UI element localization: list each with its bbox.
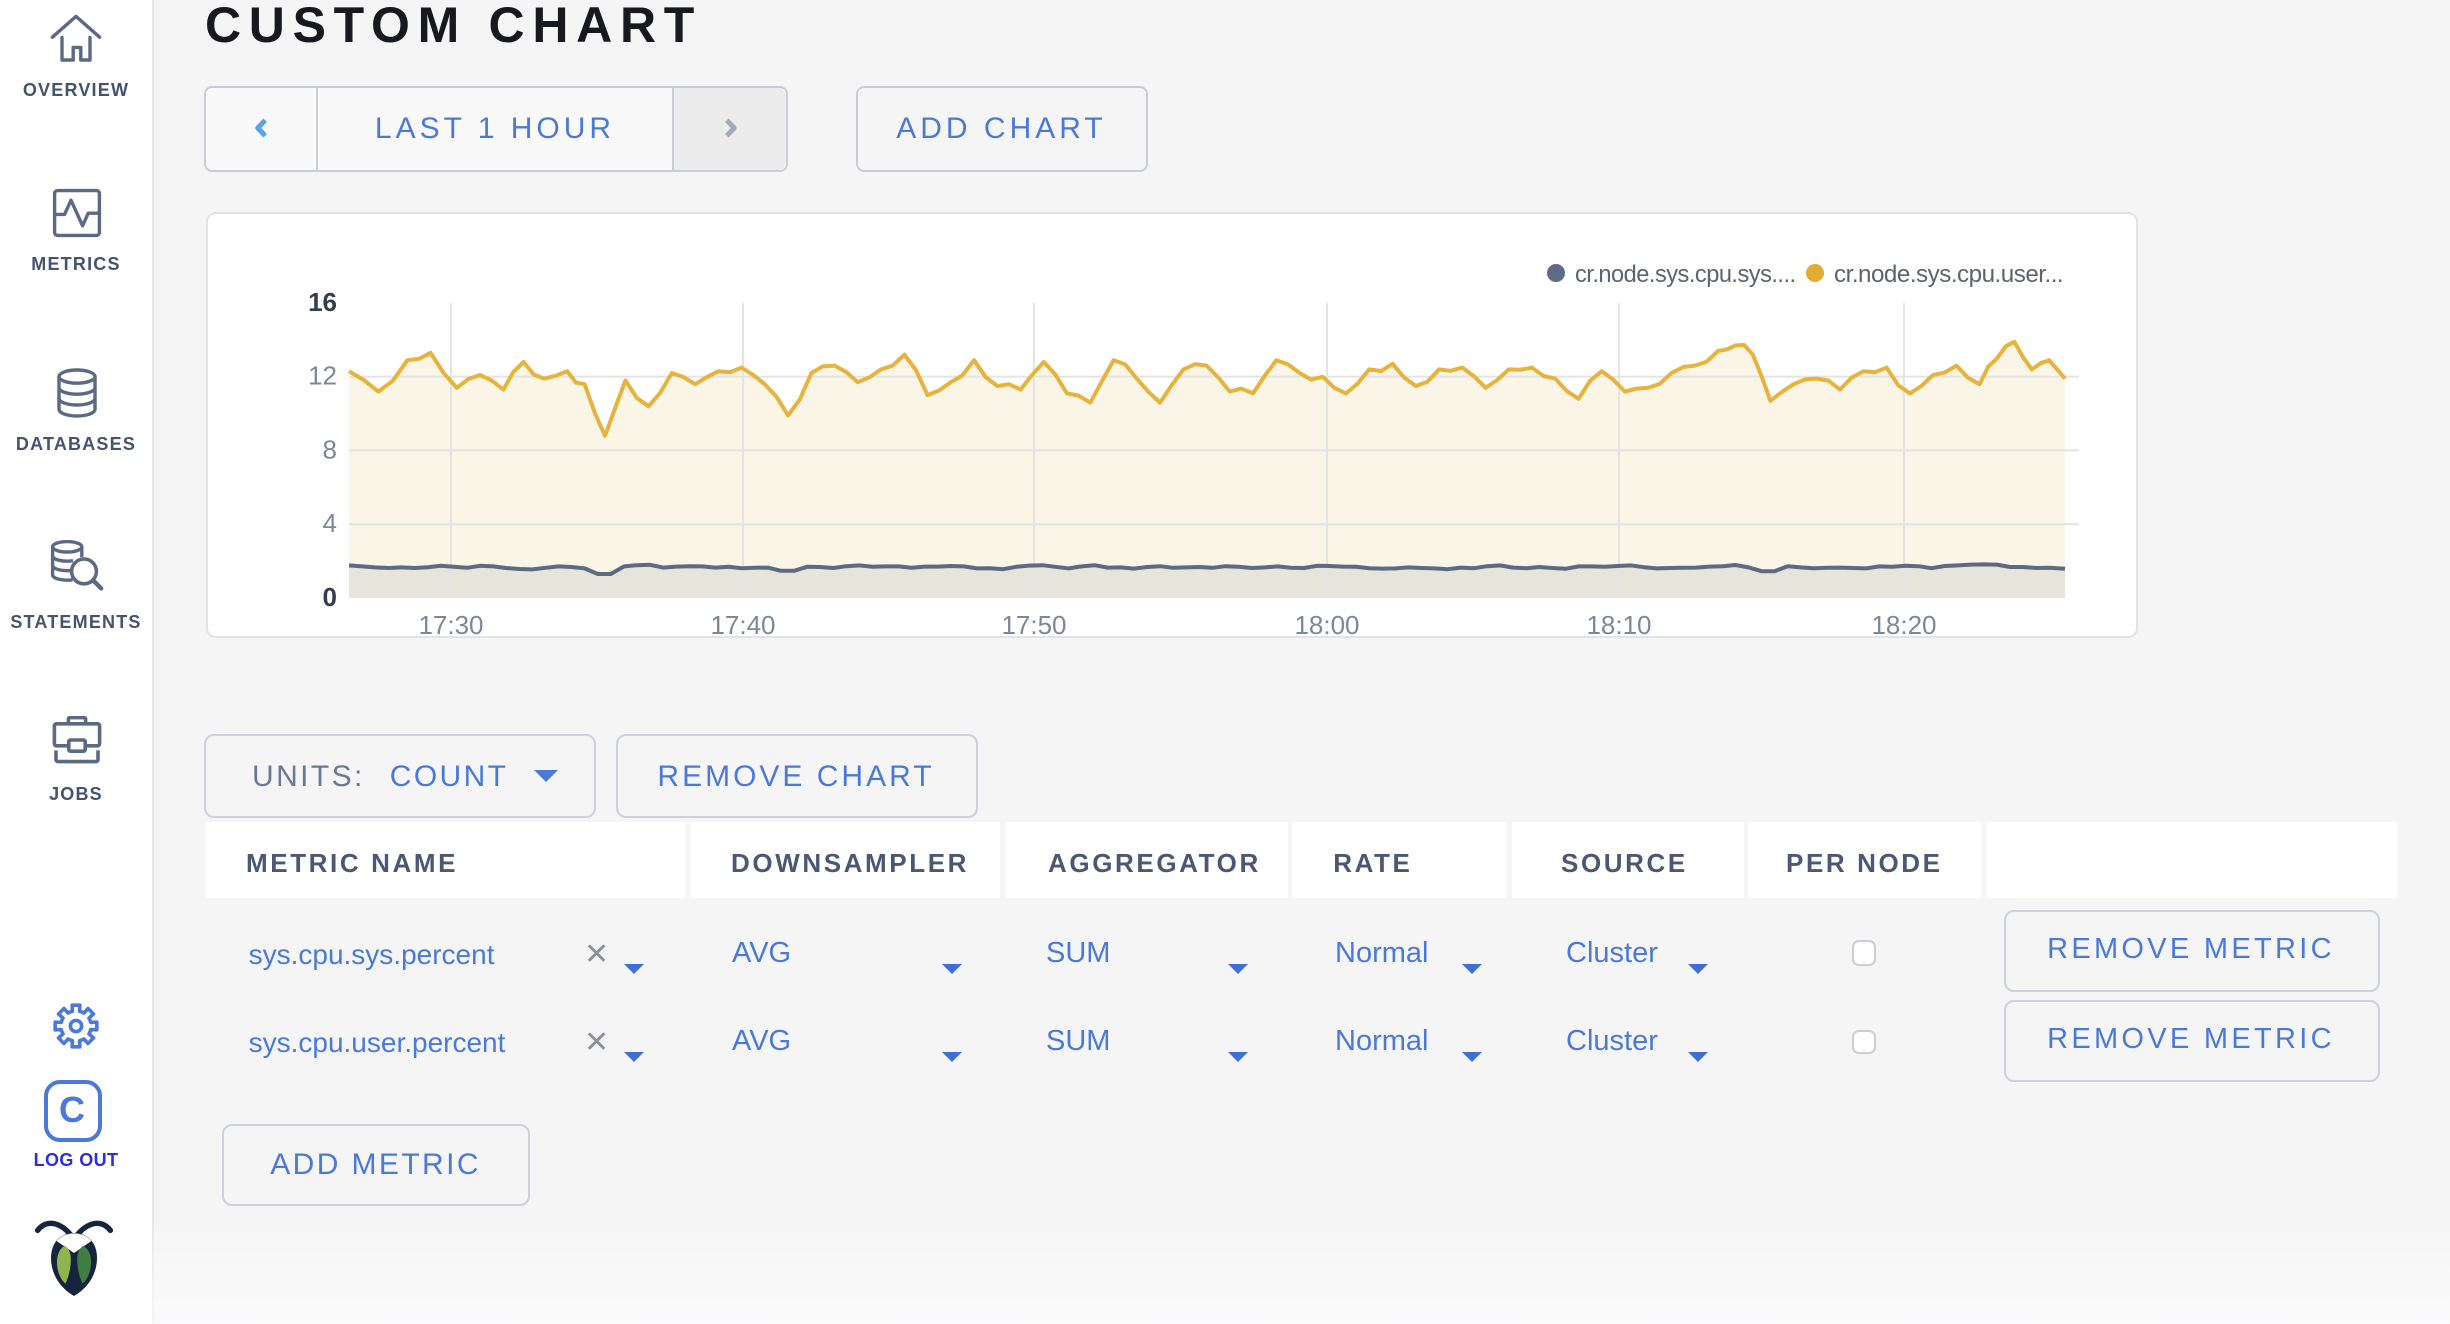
svg-text:18:20: 18:20 (1871, 609, 1936, 639)
svg-text:12: 12 (308, 360, 337, 390)
svg-text:cr.node.sys.cpu.user...: cr.node.sys.cpu.user... (1834, 260, 2063, 287)
svg-text:17:50: 17:50 (1001, 609, 1066, 639)
svg-text:18:00: 18:00 (1294, 609, 1359, 639)
svg-text:17:40: 17:40 (710, 609, 775, 639)
svg-text:18:10: 18:10 (1586, 609, 1651, 639)
svg-text:cr.node.sys.cpu.sys....: cr.node.sys.cpu.sys.... (1575, 261, 1796, 287)
svg-text:17:30: 17:30 (418, 609, 483, 639)
svg-text:8: 8 (323, 433, 337, 463)
svg-text:16: 16 (308, 286, 337, 316)
svg-text:4: 4 (323, 507, 337, 537)
svg-text:0: 0 (323, 581, 337, 611)
